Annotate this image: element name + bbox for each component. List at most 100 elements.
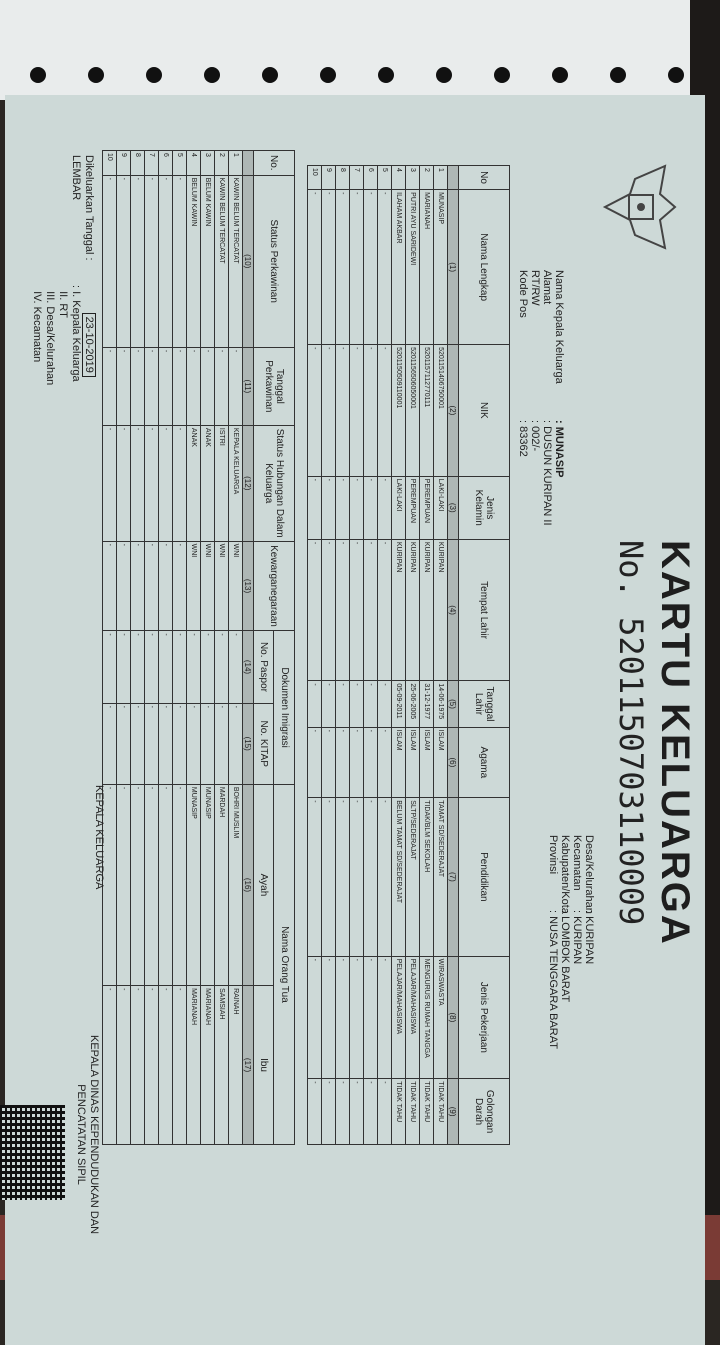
table-cell: - xyxy=(144,175,159,348)
column-number: (3) xyxy=(447,476,459,540)
column-header: Golongan Darah xyxy=(458,1078,510,1145)
right-header-info: Desa/Kelurahan: KURIPAN Kecamatan: KURIP… xyxy=(547,835,595,1049)
table-cell: - xyxy=(335,344,350,477)
table-cell: - xyxy=(214,347,229,426)
column-header: Kewarganegaraan xyxy=(253,541,295,631)
table-cell: KEPALA KELUARGA xyxy=(228,425,243,542)
table-cell: - xyxy=(321,680,336,728)
column-header: Nama Lengkap xyxy=(458,189,510,345)
table-cell: - xyxy=(228,703,243,785)
value: : KURIPAN xyxy=(571,910,583,965)
table-cell: 25-06-2005 xyxy=(405,680,420,728)
value: : DUSUN KURIPAN II xyxy=(541,420,553,526)
table-cell: - xyxy=(335,680,350,728)
table-cell: - xyxy=(377,956,392,1079)
table-cell: - xyxy=(335,727,350,798)
header-row: No. Status Perkawinan Tanggal Perkawinan St… xyxy=(253,150,295,1145)
table-cell: - xyxy=(349,539,364,681)
table-cell: 2 xyxy=(419,165,434,190)
table-cell: 31-12-1977 xyxy=(419,680,434,728)
table-cell: WNI xyxy=(200,541,215,631)
table-cell: WIRASWASTA xyxy=(433,956,448,1079)
binder-hole xyxy=(146,67,162,83)
table-cell: - xyxy=(186,347,201,426)
column-number: (11) xyxy=(242,347,254,426)
table-cell: MARIANAH xyxy=(200,985,215,1145)
table-cell: - xyxy=(116,541,131,631)
label: RT/RW xyxy=(529,270,541,306)
column-header: No. xyxy=(253,150,295,176)
column-number: (15) xyxy=(242,703,254,785)
header-row: No Nama Lengkap NIK Jenis Kelamin Tempat Lah… xyxy=(458,165,510,1145)
table-row: 7-------- xyxy=(144,150,159,1145)
table-cell: PEREMPUAN xyxy=(405,476,420,540)
table-cell: - xyxy=(158,703,173,785)
column-number-row: (10) (11) (12) (13) (14) (15) (16) (17) xyxy=(242,150,254,1145)
group-header: Dokumen Imigrasi xyxy=(274,630,295,785)
table-cell: - xyxy=(363,539,378,681)
table-row: 2 MARIANAH 5201157112770111 PEREMPUAN KURIPA… xyxy=(419,165,434,1145)
lembar-label: LEMBAR xyxy=(70,155,82,201)
table-cell: - xyxy=(307,189,322,345)
table-cell: - xyxy=(186,703,201,785)
table-cell: TIDAK TAHU xyxy=(419,1078,434,1145)
sign-title-2: PENCATATAN SIPIL xyxy=(75,1084,87,1185)
table-cell: TIDAK/BLM SEKOLAH xyxy=(419,797,434,957)
binder-hole xyxy=(610,67,626,83)
table-cell: - xyxy=(116,630,131,704)
table-cell: - xyxy=(116,425,131,542)
table-row: 10- - - - - - - - xyxy=(102,150,117,1145)
table-cell: - xyxy=(158,425,173,542)
column-header: Tanggal Perkawinan xyxy=(253,347,295,426)
table-row: 6--------- xyxy=(363,165,378,1145)
column-number: (17) xyxy=(242,985,254,1145)
table-cell: MARIANAH xyxy=(186,985,201,1145)
table-cell: - xyxy=(172,347,187,426)
table-cell: - xyxy=(321,956,336,1079)
table-row: 9--------- xyxy=(321,165,336,1145)
table-cell: - xyxy=(130,425,145,542)
table-cell: - xyxy=(363,727,378,798)
table-cell: - xyxy=(321,797,336,957)
table-cell: - xyxy=(102,347,117,426)
table-cell: ISLAM xyxy=(405,727,420,798)
column-number xyxy=(447,165,459,190)
table-cell: BOHRI MUSLIM xyxy=(228,784,243,986)
table-cell: WNI xyxy=(214,541,229,631)
column-header: Pendidikan xyxy=(458,797,510,957)
label: Alamat xyxy=(541,270,553,305)
column-number: (13) xyxy=(242,541,254,631)
table-cell: 8 xyxy=(335,165,350,190)
column-number: (10) xyxy=(242,175,254,348)
label: Provinsi xyxy=(547,835,559,875)
table-cell: - xyxy=(158,347,173,426)
document-title: KARTU KELUARGA xyxy=(653,540,697,946)
table-cell: 7 xyxy=(144,150,159,176)
label: Kecamatan xyxy=(571,835,583,891)
lembar-item: II. RT xyxy=(57,291,69,318)
table-cell: - xyxy=(321,727,336,798)
value: : 83362 xyxy=(517,420,529,457)
column-header: Tanggal Lahir xyxy=(458,680,510,728)
sign-kepala-dinas: KEPALA DINAS KEPENDUDUKAN DAN PENCATATAN… xyxy=(74,1035,100,1234)
table-cell: LAKI-LAKI xyxy=(433,476,448,540)
column-number-row: (1) (2) (3) (4) (5) (6) (7) (8) (9) xyxy=(447,165,459,1145)
table-cell: - xyxy=(377,1078,392,1145)
table-cell: - xyxy=(363,956,378,1079)
table-cell: 5201156506050001 xyxy=(405,344,420,477)
table-cell: - xyxy=(349,1078,364,1145)
binder-hole xyxy=(320,67,336,83)
table-cell: - xyxy=(321,189,336,345)
table-cell: - xyxy=(172,541,187,631)
column-number: (12) xyxy=(242,425,254,542)
table-cell: - xyxy=(363,1078,378,1145)
table-cell: ISLAM xyxy=(391,727,406,798)
table-cell: - xyxy=(335,956,350,1079)
table-cell: - xyxy=(130,784,145,986)
binder-hole xyxy=(552,67,568,83)
table-cell: KAWIN BELUM TERCATAT xyxy=(228,175,243,348)
table-row: 8--------- xyxy=(335,165,350,1145)
table-cell: 3 xyxy=(405,165,420,190)
table-cell: 4 xyxy=(391,165,406,190)
column-header: Tempat Lahir xyxy=(458,539,510,681)
